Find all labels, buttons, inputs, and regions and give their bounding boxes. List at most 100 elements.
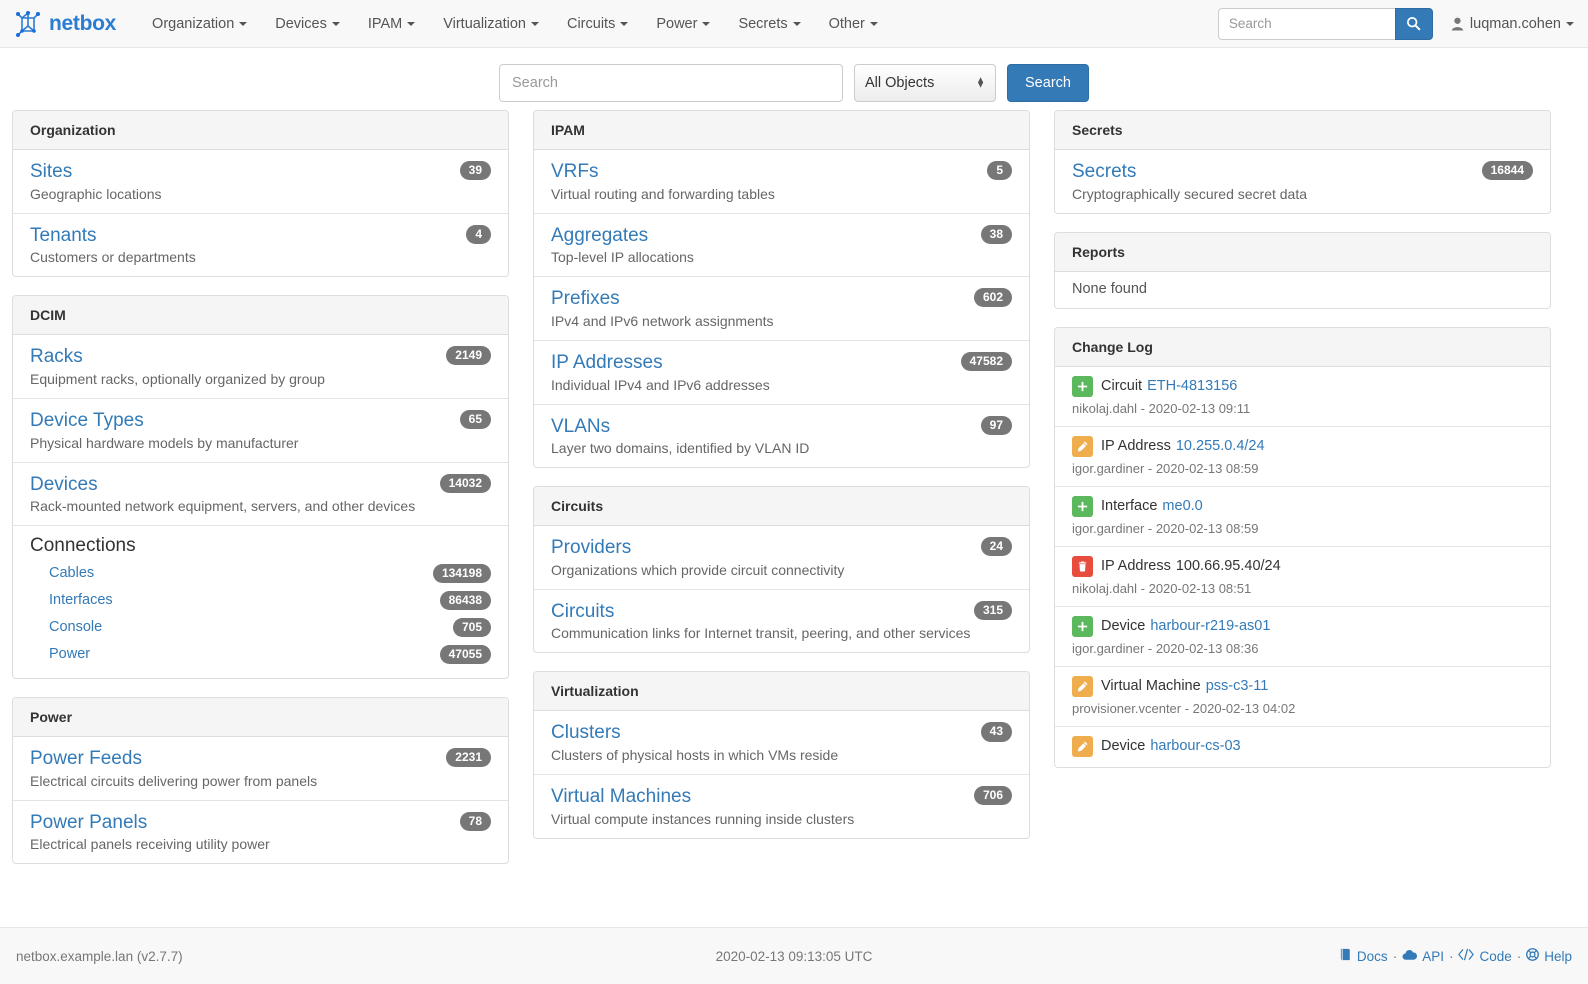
list-item[interactable]: Virtual Machines Virtual compute instanc… — [534, 775, 1029, 838]
count-badge: 4 — [466, 224, 491, 244]
link-prefixes[interactable]: Prefixes — [551, 288, 620, 310]
plus-icon — [1072, 495, 1093, 517]
changelog-object-link[interactable]: 10.255.0.4/24 — [1175, 438, 1265, 455]
connections-block: Connections Cables 134198 Interfaces 864… — [13, 526, 508, 678]
footer-separator: · — [1448, 948, 1454, 964]
changelog-object-link[interactable]: me0.0 — [1162, 498, 1203, 515]
changelog-object-link[interactable]: harbour-cs-03 — [1150, 738, 1241, 755]
list-item[interactable]: Tenants Customers or departments 4 — [13, 214, 508, 277]
nav-item-secrets[interactable]: Secrets — [724, 0, 814, 48]
changelog-object-link[interactable]: harbour-r219-as01 — [1150, 618, 1271, 635]
link-providers[interactable]: Providers — [551, 537, 632, 559]
nav-item-devices[interactable]: Devices — [261, 0, 354, 48]
count-badge: 134198 — [432, 564, 491, 584]
navbar-search-input[interactable] — [1217, 7, 1395, 40]
changelog-object-link[interactable]: ETH-4813156 — [1147, 378, 1238, 395]
list-item[interactable]: Clusters Clusters of physical hosts in w… — [534, 711, 1029, 776]
link-cables[interactable]: Cables — [49, 565, 95, 582]
footer-link-docs[interactable]: Docs — [1339, 948, 1388, 964]
list-item[interactable]: Circuits Communication links for Interne… — [534, 590, 1029, 653]
list-item[interactable]: Power Feeds Electrical circuits deliveri… — [13, 737, 508, 801]
link-vlans[interactable]: VLANs — [551, 415, 611, 437]
panel-title: Reports — [1055, 232, 1550, 272]
user-menu[interactable]: luqman.cohen — [1451, 16, 1574, 32]
item-description: Individual IPv4 and IPv6 addresses — [551, 376, 770, 393]
footer-link-code[interactable]: Code — [1458, 948, 1512, 964]
changelog-entry[interactable]: Device harbour-r219-as01 igor.gardiner -… — [1055, 607, 1550, 667]
link-circuits[interactable]: Circuits — [551, 600, 615, 622]
changelog-entry[interactable]: IP Address 10.255.0.4/24 igor.gardiner -… — [1055, 427, 1550, 487]
changelog-entry[interactable]: Device harbour-cs-03 — [1055, 727, 1550, 767]
changelog-entry[interactable]: IP Address 100.66.95.40/24 nikolaj.dahl … — [1055, 547, 1550, 607]
changelog-object-type: Circuit — [1101, 378, 1143, 395]
netbox-brand-link[interactable]: netbox — [14, 10, 116, 38]
panel-power: Power Power Feeds Electrical circuits de… — [12, 697, 509, 865]
count-badge: 315 — [973, 600, 1012, 621]
list-item[interactable]: Console 705 — [30, 613, 491, 640]
list-item[interactable]: IP Addresses Individual IPv4 and IPv6 ad… — [534, 341, 1029, 405]
list-item[interactable]: Providers Organizations which provide ci… — [534, 526, 1029, 590]
changelog-entry[interactable]: Circuit ETH-4813156 nikolaj.dahl - 2020-… — [1055, 367, 1550, 427]
username-label: luqman.cohen — [1469, 15, 1561, 32]
link-vrfs[interactable]: VRFs — [551, 161, 599, 182]
list-item[interactable]: Prefixes IPv4 and IPv6 network assignmen… — [534, 277, 1029, 341]
list-item[interactable]: Sites Geographic locations 39 — [13, 150, 508, 214]
count-badge: 705 — [452, 618, 491, 638]
link-sites[interactable]: Sites — [30, 161, 73, 182]
changelog-entry[interactable]: Virtual Machine pss-c3-11 provisioner.vc… — [1055, 667, 1550, 727]
list-item[interactable]: Cables 134198 — [30, 559, 491, 586]
reports-empty-text: None found — [1072, 280, 1147, 297]
link-virtual-machines[interactable]: Virtual Machines — [551, 786, 692, 808]
search-input[interactable] — [499, 64, 844, 102]
link-tenants[interactable]: Tenants — [30, 224, 97, 246]
list-item[interactable]: VLANs Layer two domains, identified by V… — [534, 405, 1029, 468]
changelog-meta: provisioner.vcenter - 2020-02-13 04:02 — [1072, 700, 1296, 716]
list-item[interactable]: Power Panels Electrical panels receiving… — [13, 801, 508, 864]
link-device-types[interactable]: Device Types — [30, 409, 144, 431]
link-power-feeds[interactable]: Power Feeds — [30, 748, 142, 770]
item-description: Organizations which provide circuit conn… — [551, 561, 845, 578]
plus-icon — [1072, 375, 1093, 397]
link-power-connections[interactable]: Power — [49, 646, 91, 663]
nav-label: Devices — [275, 15, 327, 32]
count-badge: 5 — [987, 161, 1012, 181]
list-item[interactable]: Racks Equipment racks, optionally organi… — [13, 335, 508, 399]
list-item[interactable]: Power 47055 — [30, 640, 491, 667]
footer-link-api[interactable]: API — [1402, 949, 1444, 964]
link-aggregates[interactable]: Aggregates — [551, 224, 649, 246]
nav-item-organization[interactable]: Organization — [138, 0, 261, 48]
count-badge: 602 — [973, 288, 1012, 308]
list-item[interactable]: Devices Rack-mounted network equipment, … — [13, 463, 508, 527]
search-submit-button[interactable]: Search — [1007, 64, 1089, 102]
count-badge: 2231 — [446, 748, 491, 768]
page-footer: netbox.example.lan (v2.7.7) 2020-02-13 0… — [0, 927, 1588, 984]
object-type-select[interactable]: All Objects ▲ ▼ — [854, 64, 997, 102]
nav-item-virtualization[interactable]: Virtualization — [429, 0, 553, 48]
link-console[interactable]: Console — [49, 619, 103, 636]
link-devices[interactable]: Devices — [30, 473, 98, 495]
footer-link-help[interactable]: Help — [1526, 948, 1572, 964]
navbar-search-button[interactable] — [1394, 7, 1433, 40]
list-item[interactable]: Secrets Cryptographically secured secret… — [1055, 150, 1550, 213]
nav-item-power[interactable]: Power — [642, 0, 724, 48]
nav-item-other[interactable]: Other — [815, 0, 892, 48]
nav-label: Virtualization — [443, 15, 526, 32]
panel-title: Circuits — [534, 487, 1029, 527]
link-clusters[interactable]: Clusters — [551, 722, 621, 744]
link-ip-addresses[interactable]: IP Addresses — [551, 351, 663, 373]
nav-item-circuits[interactable]: Circuits — [553, 0, 642, 48]
nav-label: Secrets — [738, 15, 788, 32]
footer-separator: · — [1516, 948, 1522, 964]
changelog-object-link[interactable]: pss-c3-11 — [1205, 678, 1269, 695]
link-power-panels[interactable]: Power Panels — [30, 811, 148, 833]
list-item[interactable]: VRFs Virtual routing and forwarding tabl… — [534, 150, 1029, 214]
list-item[interactable]: Aggregates Top-level IP allocations 38 — [534, 214, 1029, 278]
changelog-entry[interactable]: Interface me0.0 igor.gardiner - 2020-02-… — [1055, 487, 1550, 547]
link-interfaces[interactable]: Interfaces — [49, 592, 113, 609]
link-secrets[interactable]: Secrets — [1072, 161, 1137, 182]
link-racks[interactable]: Racks — [30, 346, 83, 368]
list-item[interactable]: Device Types Physical hardware models by… — [13, 399, 508, 463]
count-badge: 38 — [980, 224, 1012, 244]
list-item[interactable]: Interfaces 86438 — [30, 586, 491, 613]
nav-item-ipam[interactable]: IPAM — [354, 0, 429, 48]
